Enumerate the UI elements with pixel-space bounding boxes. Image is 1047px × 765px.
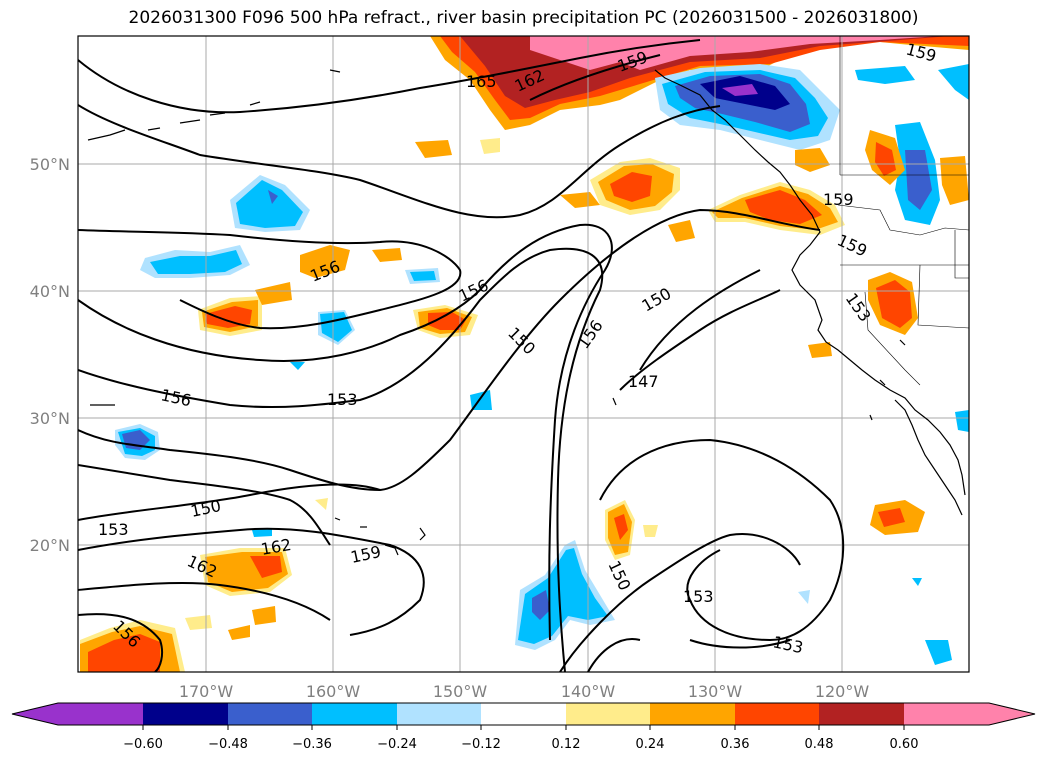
colorbar-cell <box>58 703 143 725</box>
colorbar-tick-label: −0.12 <box>461 737 501 752</box>
colorbar-low-extend <box>12 703 58 725</box>
colorbar-tick-label: 0.36 <box>721 737 750 752</box>
colorbar-tick-label: 0.12 <box>552 737 581 752</box>
lon-label-150w: 150°W <box>433 682 488 701</box>
precip-shading <box>80 36 969 672</box>
colorbar-cell <box>143 703 228 725</box>
colorbar-tick-label: −0.60 <box>123 737 163 752</box>
contour-label: 165 <box>466 72 497 91</box>
colorbar-cell <box>397 703 481 725</box>
coastlines <box>87 69 966 556</box>
colorbar-cell <box>650 703 735 725</box>
colorbar-cell <box>481 703 566 725</box>
colorbar-outline <box>11 702 1036 726</box>
colorbar-tick-label: −0.24 <box>377 737 417 752</box>
height-contours <box>78 39 845 672</box>
lon-label-120w: 120°W <box>815 682 870 701</box>
colorbar-tick-label: −0.36 <box>292 737 332 752</box>
contour-label: 153 <box>98 520 129 539</box>
contour-label: 159 <box>823 190 854 209</box>
longitude-labels: 170°W 160°W 150°W 140°W 130°W 120°W <box>179 682 870 701</box>
colorbar: −0.60 −0.48 −0.36 −0.24 −0.12 0.12 0.24 … <box>11 702 1036 752</box>
colorbar-tick-label: 0.60 <box>890 737 919 752</box>
lat-label-20n: 20°N <box>30 536 70 555</box>
colorbar-tick-label: 0.24 <box>636 737 665 752</box>
colorbar-cell <box>566 703 650 725</box>
colorbar-tick-label: −0.48 <box>208 737 248 752</box>
contour-label: 153 <box>327 390 358 409</box>
lon-label-130w: 130°W <box>688 682 743 701</box>
colorbar-cell <box>819 703 904 725</box>
contour-label: 153 <box>683 587 714 606</box>
lon-label-160w: 160°W <box>306 682 361 701</box>
colorbar-cell <box>904 703 989 725</box>
colorbar-cell <box>735 703 819 725</box>
colorbar-ticks <box>142 725 905 730</box>
lon-label-140w: 140°W <box>561 682 616 701</box>
colorbar-high-extend <box>989 703 1035 725</box>
map-frame <box>77 35 970 673</box>
lon-label-170w: 170°W <box>179 682 234 701</box>
contour-label: 147 <box>628 372 659 391</box>
colorbar-cell <box>228 703 312 725</box>
colorbar-cell <box>312 703 397 725</box>
map-content: 165 162 159 159 159 159 153 156 156 150 … <box>78 36 969 672</box>
lat-label-40n: 40°N <box>30 282 70 301</box>
colorbar-tick-label: 0.48 <box>805 737 834 752</box>
lat-label-50n: 50°N <box>30 155 70 174</box>
lat-label-30n: 30°N <box>30 409 70 428</box>
map-title: 2026031300 F096 500 hPa refract., river … <box>128 8 919 28</box>
latitude-labels: 50°N 40°N 30°N 20°N <box>30 155 70 555</box>
borders <box>837 36 969 386</box>
